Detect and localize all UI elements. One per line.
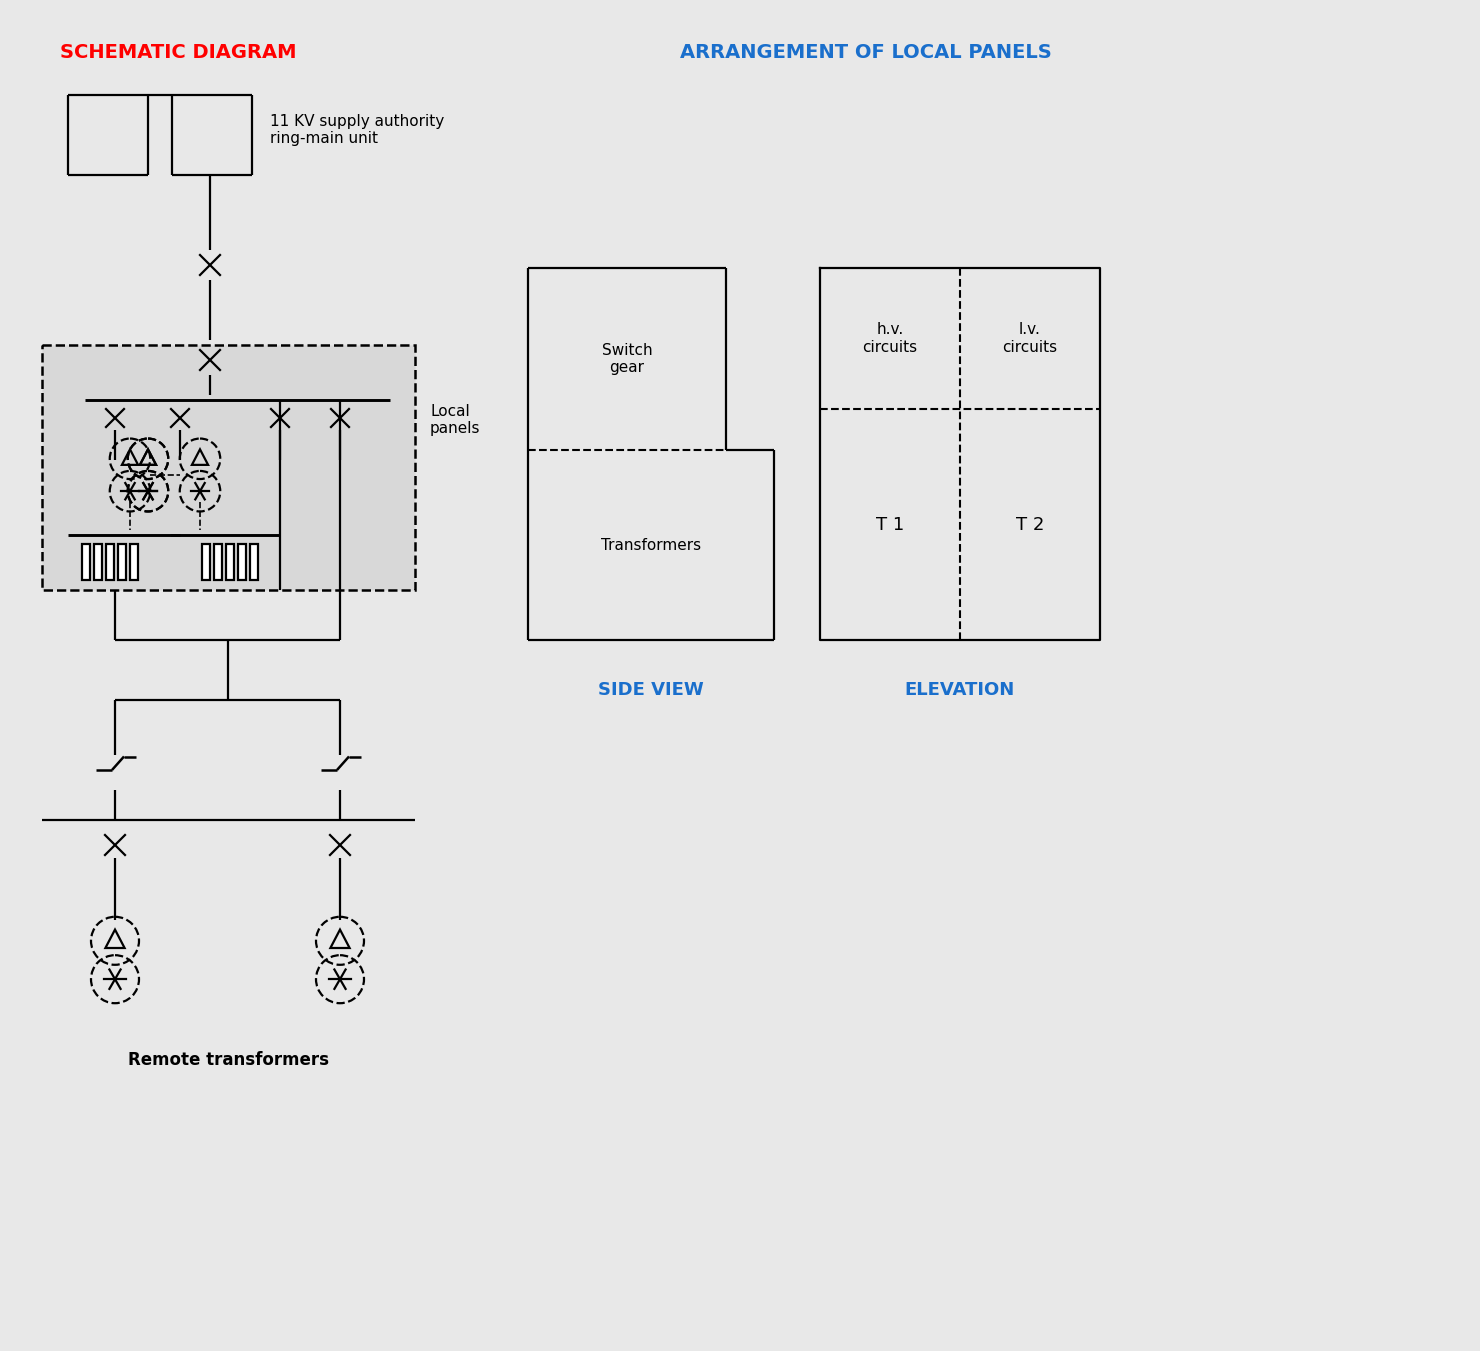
Text: Switch
gear: Switch gear (602, 343, 653, 376)
Text: Transformers: Transformers (601, 538, 702, 553)
Text: h.v.
circuits: h.v. circuits (863, 323, 918, 355)
Bar (215, 544, 222, 580)
Bar (107, 544, 114, 580)
FancyBboxPatch shape (41, 345, 414, 590)
Text: SCHEMATIC DIAGRAM: SCHEMATIC DIAGRAM (61, 42, 296, 62)
Text: ARRANGEMENT OF LOCAL PANELS: ARRANGEMENT OF LOCAL PANELS (679, 42, 1052, 62)
Bar (226, 544, 234, 580)
Bar (81, 544, 90, 580)
Bar (238, 544, 246, 580)
Text: l.v.
circuits: l.v. circuits (1002, 323, 1058, 355)
Text: Local
panels: Local panels (431, 404, 481, 436)
Text: ELEVATION: ELEVATION (904, 681, 1015, 698)
Text: SIDE VIEW: SIDE VIEW (598, 681, 704, 698)
Bar (250, 544, 258, 580)
Bar (118, 544, 126, 580)
Bar (201, 544, 210, 580)
Text: T 1: T 1 (876, 516, 904, 534)
Text: 11 KV supply authority
ring-main unit: 11 KV supply authority ring-main unit (269, 113, 444, 146)
Text: Remote transformers: Remote transformers (127, 1051, 329, 1069)
Bar (95, 544, 102, 580)
Bar (130, 544, 138, 580)
Text: T 2: T 2 (1015, 516, 1045, 534)
